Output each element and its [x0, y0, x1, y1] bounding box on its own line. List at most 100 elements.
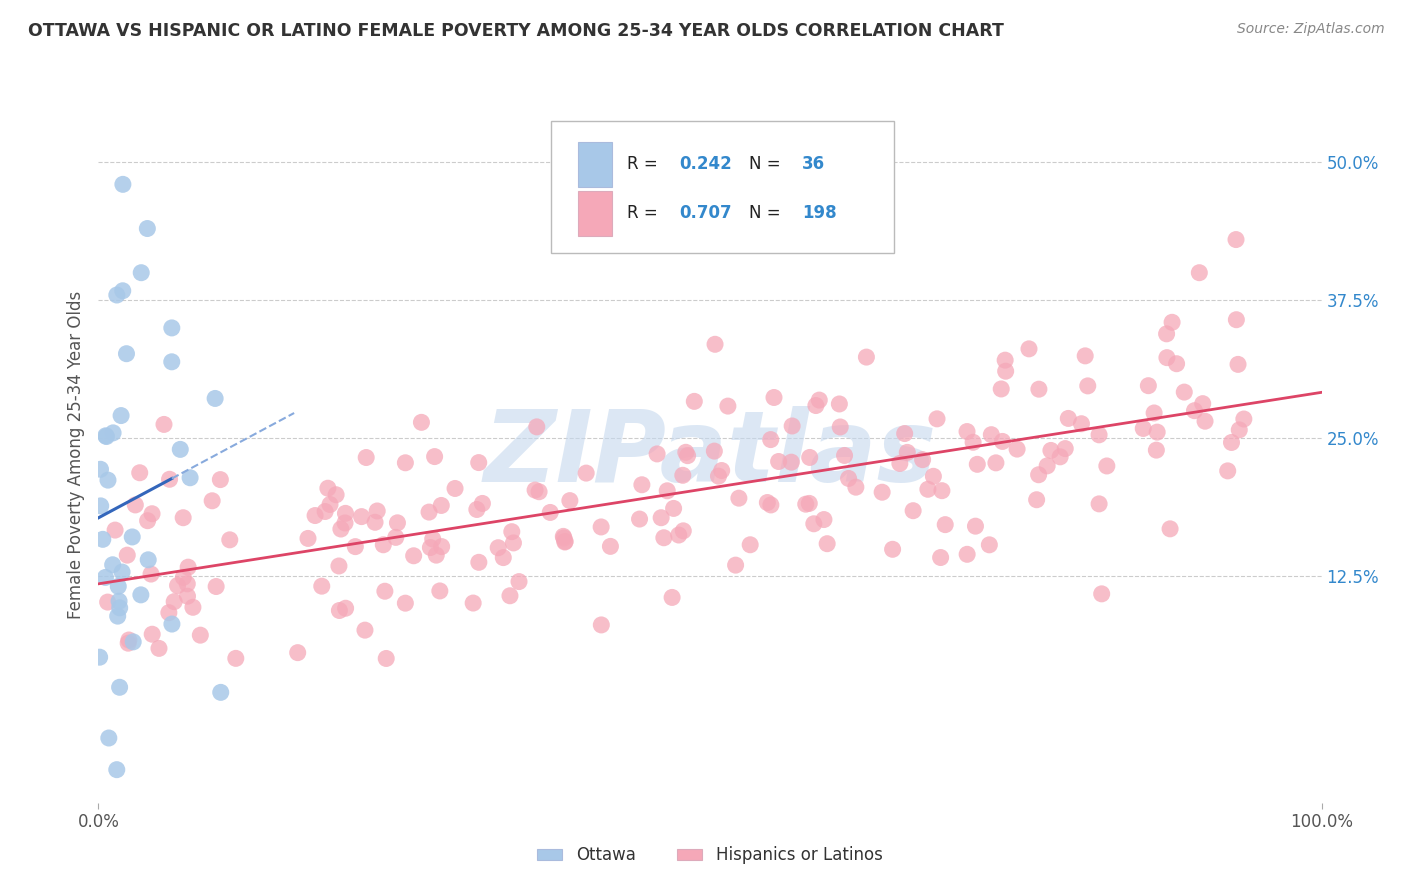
Point	[652, 531, 675, 545]
Point	[136, 553, 159, 567]
Point	[335, 601, 357, 615]
Point	[1225, 233, 1247, 247]
Point	[354, 450, 377, 465]
Point	[465, 502, 488, 516]
Point	[575, 466, 598, 480]
Point	[205, 580, 228, 594]
Point	[762, 391, 785, 405]
Point	[650, 510, 672, 524]
Point	[141, 627, 163, 641]
Point	[740, 538, 762, 552]
Point	[311, 579, 333, 593]
Point	[661, 591, 683, 605]
Point	[1191, 397, 1213, 411]
Point	[599, 540, 621, 554]
Point	[430, 540, 453, 554]
Point	[553, 529, 575, 543]
Point	[554, 534, 576, 549]
FancyBboxPatch shape	[578, 191, 612, 235]
Point	[538, 505, 561, 519]
Point	[707, 469, 730, 483]
Point	[148, 641, 170, 656]
Point	[1146, 425, 1168, 439]
Point	[815, 537, 838, 551]
Point	[799, 450, 821, 465]
Point	[124, 498, 146, 512]
Point	[991, 434, 1014, 449]
Point	[468, 555, 491, 569]
Point	[994, 364, 1017, 378]
Point	[591, 618, 613, 632]
Point	[108, 600, 131, 615]
Point	[94, 429, 117, 443]
Point	[136, 514, 159, 528]
Point	[163, 595, 186, 609]
Point	[105, 288, 128, 302]
Point	[1143, 406, 1166, 420]
Point	[97, 595, 120, 609]
Point	[845, 480, 868, 494]
Point	[188, 628, 211, 642]
Point	[1095, 458, 1118, 473]
Point	[287, 646, 309, 660]
Point	[799, 496, 821, 510]
Point	[467, 456, 489, 470]
Point	[157, 606, 180, 620]
Point	[1184, 403, 1206, 417]
Point	[855, 350, 877, 364]
Point	[1028, 467, 1050, 482]
Point	[1159, 522, 1181, 536]
Point	[803, 516, 825, 531]
Point	[89, 650, 111, 665]
Point	[508, 574, 530, 589]
Point	[181, 600, 204, 615]
Point	[1227, 423, 1250, 437]
Point	[136, 221, 159, 235]
Point	[169, 442, 191, 457]
Point	[425, 548, 447, 562]
Point	[1137, 378, 1160, 392]
Point	[122, 635, 145, 649]
Point	[89, 462, 111, 476]
Point	[160, 355, 183, 369]
Point	[925, 412, 948, 426]
Point	[166, 578, 188, 592]
Point	[111, 284, 134, 298]
Text: 198: 198	[801, 203, 837, 222]
Point	[1025, 492, 1047, 507]
Point	[657, 483, 679, 498]
Point	[1054, 442, 1077, 456]
Point	[931, 483, 953, 498]
Point	[218, 533, 240, 547]
Point	[129, 588, 152, 602]
Point	[668, 528, 690, 542]
Point	[139, 567, 162, 582]
Point	[350, 509, 373, 524]
Point	[1074, 349, 1097, 363]
Point	[316, 481, 339, 495]
Point	[929, 550, 952, 565]
Text: R =: R =	[627, 155, 662, 173]
Point	[333, 516, 356, 530]
Point	[554, 535, 576, 549]
Point	[108, 681, 131, 695]
Text: 0.242: 0.242	[679, 155, 733, 173]
Point	[662, 501, 685, 516]
Point	[101, 425, 124, 440]
Point	[502, 536, 524, 550]
Point	[553, 531, 575, 545]
Point	[917, 483, 939, 497]
Point	[209, 473, 232, 487]
Text: R =: R =	[627, 203, 662, 222]
Point	[373, 538, 395, 552]
Point	[1156, 351, 1178, 365]
Point	[375, 651, 398, 665]
Point	[418, 505, 440, 519]
Point	[204, 392, 226, 406]
Point	[328, 559, 350, 574]
Point	[1173, 385, 1195, 400]
Point	[411, 415, 433, 429]
Point	[828, 397, 851, 411]
Point	[107, 609, 129, 624]
Point	[94, 570, 117, 584]
